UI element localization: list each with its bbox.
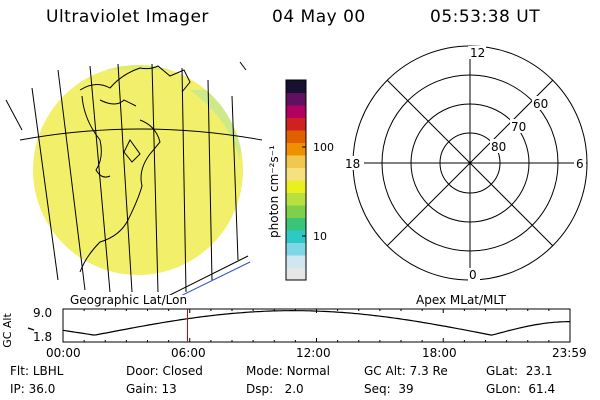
color-bar-step bbox=[286, 255, 306, 268]
gcalt-value: 7.3 Re bbox=[409, 364, 448, 378]
color-bar-step bbox=[286, 105, 306, 118]
door-value: Closed bbox=[162, 364, 203, 378]
time-label: 05:53:38 UT bbox=[430, 7, 541, 27]
timeline-tick-0: 00:00 bbox=[46, 346, 81, 360]
apex-caption: Apex MLat/MLT bbox=[416, 293, 506, 307]
color-bar-step bbox=[286, 130, 306, 143]
color-bar-steps bbox=[286, 80, 306, 281]
polar-label-70: 70 bbox=[511, 120, 526, 134]
info-door: Door: Closed bbox=[126, 364, 203, 378]
timeline-tick-3: 18:00 bbox=[422, 346, 457, 360]
timeline-ticks bbox=[62, 309, 571, 342]
color-bar-step bbox=[286, 92, 306, 106]
color-bar-label-100: 100 bbox=[313, 141, 334, 154]
color-bar-step bbox=[286, 80, 306, 93]
info-ip: IP: 36.0 bbox=[10, 382, 56, 396]
geo-grid-lines bbox=[19, 63, 263, 295]
color-bar-step bbox=[286, 117, 306, 131]
ip-value: 36.0 bbox=[28, 382, 56, 396]
timeline-ymin: 1.8 bbox=[33, 330, 53, 344]
color-bar: 100 10 photon cm⁻²s⁻¹ bbox=[267, 79, 334, 281]
color-bar-frame bbox=[285, 79, 307, 281]
color-bar-step bbox=[286, 217, 306, 231]
info-seq: Seq: 39 bbox=[364, 382, 414, 396]
color-bar-label-10: 10 bbox=[313, 230, 327, 243]
polar-label-60: 60 bbox=[533, 97, 548, 111]
polar-diagonal-2 bbox=[386, 79, 554, 247]
date-label: 04 May 00 bbox=[272, 7, 366, 27]
altitude-curve-stub bbox=[27, 327, 35, 331]
color-bar-step bbox=[286, 155, 306, 168]
info-glat: GLat: 23.1 bbox=[486, 364, 553, 378]
color-bar-unit-label: photon cm⁻²s⁻¹ bbox=[267, 145, 281, 238]
color-bar-step bbox=[286, 205, 306, 218]
glon-value: 61.4 bbox=[528, 382, 556, 396]
glat-value: 23.1 bbox=[525, 364, 553, 378]
timeline-tick-2: 12:00 bbox=[296, 346, 331, 360]
limb-marks bbox=[5, 61, 247, 131]
geographic-image bbox=[5, 61, 263, 295]
info-glon: GLon: 61.4 bbox=[486, 382, 556, 396]
color-bar-step bbox=[286, 230, 306, 243]
instrument-title: Ultraviolet Imager bbox=[46, 7, 209, 27]
info-flt: Flt: LBHL bbox=[10, 364, 64, 378]
color-bar-step bbox=[286, 180, 306, 193]
color-bar-step bbox=[286, 167, 306, 181]
info-mode: Mode: Normal bbox=[246, 364, 330, 378]
color-bar-step bbox=[286, 267, 306, 281]
polar-plot: 12 18 6 0 60 70 80 bbox=[344, 45, 588, 282]
coastlines bbox=[79, 65, 191, 273]
seq-value: 39 bbox=[398, 382, 414, 396]
timeline-ymax: 9.0 bbox=[33, 306, 53, 320]
timeline-tick-1: 06:00 bbox=[171, 346, 206, 360]
geographic-caption: Geographic Lat/Lon bbox=[70, 293, 188, 307]
color-bar-step bbox=[286, 192, 306, 206]
polar-label-18: 18 bbox=[345, 157, 360, 171]
polar-label-0: 0 bbox=[469, 268, 477, 282]
mode-value: Normal bbox=[286, 364, 330, 378]
color-bar-step bbox=[286, 242, 306, 256]
info-gcalt: GC Alt: 7.3 Re bbox=[364, 364, 448, 378]
polar-label-6: 6 bbox=[576, 157, 584, 171]
timeline-plot bbox=[27, 308, 571, 343]
info-dsp: Dsp: 2.0 bbox=[246, 382, 304, 396]
polar-label-12: 12 bbox=[470, 46, 485, 60]
timeline-frame bbox=[62, 308, 571, 343]
earth-disk bbox=[33, 65, 243, 275]
timeline-tick-4: 23:59 bbox=[552, 346, 587, 360]
polar-label-80: 80 bbox=[491, 140, 506, 154]
altitude-curve bbox=[62, 310, 570, 336]
info-gain: Gain: 13 bbox=[126, 382, 177, 396]
flt-value: LBHL bbox=[32, 364, 64, 378]
color-bar-step bbox=[286, 142, 306, 156]
gain-value: 13 bbox=[161, 382, 177, 396]
dsp-value: 2.0 bbox=[284, 382, 304, 396]
